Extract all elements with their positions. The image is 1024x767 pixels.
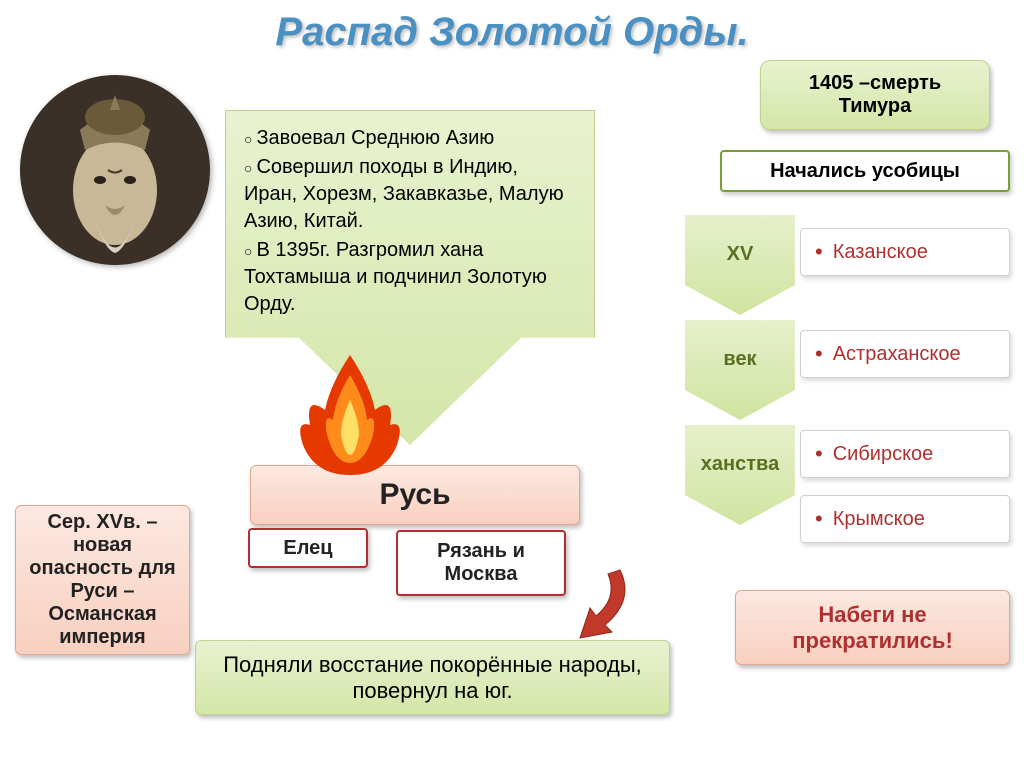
timur-death-box: 1405 –смерть Тимура — [760, 60, 990, 130]
chevron-century: век — [685, 320, 795, 420]
timur-portrait — [20, 75, 210, 265]
khanate-kazan: Казанское — [800, 228, 1010, 276]
ryazan-moscow-box: Рязань и Москва — [396, 530, 566, 596]
fact-item: В 1395г. Разгромил хана Тохтамыша и подч… — [244, 237, 576, 318]
khanate-siberian: Сибирское — [800, 430, 1010, 478]
yelets-box: Елец — [248, 528, 368, 568]
chevron-xv: XV — [685, 215, 795, 315]
fact-item: Совершил походы в Индию, Иран, Хорезм, З… — [244, 154, 576, 235]
khanate-crimean: Крымское — [800, 495, 1010, 543]
fire-icon — [275, 345, 425, 480]
page-title: Распад Золотой Орды. — [0, 10, 1024, 55]
fact-item: Завоевал Среднюю Азию — [244, 125, 576, 152]
chevron-khanates: ханства — [685, 425, 795, 525]
khanate-astrakhan: Астраханское — [800, 330, 1010, 378]
raids-box: Набеги не прекратились! — [735, 590, 1010, 665]
ottoman-threat-box: Сер. XVв. – новая опасность для Руси – О… — [15, 505, 190, 655]
feuds-box: Начались усобицы — [720, 150, 1010, 192]
uprising-box: Подняли восстание покорённые народы, пов… — [195, 640, 670, 715]
facts-list: Завоевал Среднюю Азию Совершил походы в … — [226, 111, 594, 334]
